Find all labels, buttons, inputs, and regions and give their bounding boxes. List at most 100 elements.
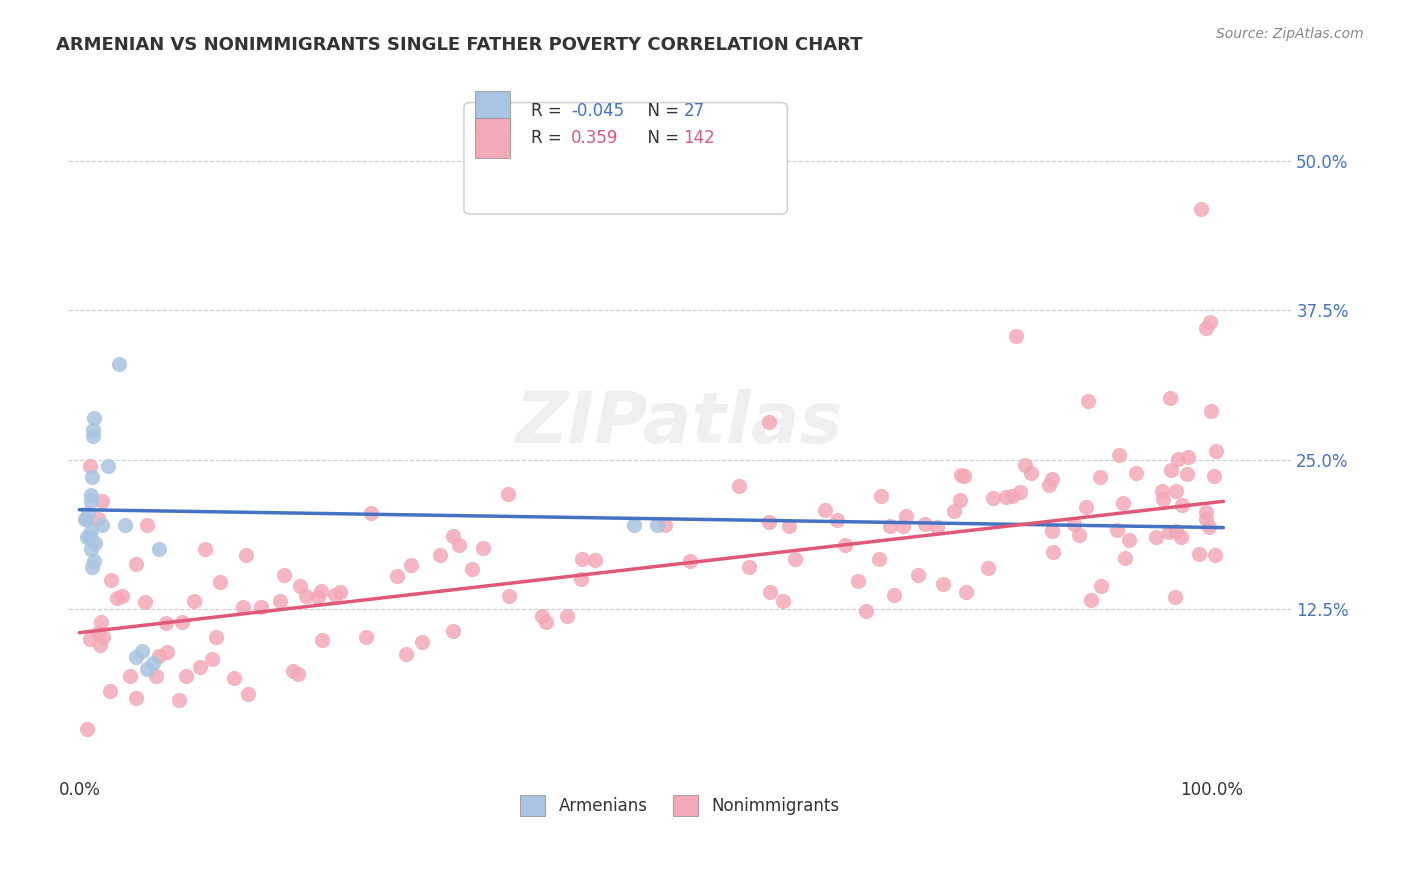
Point xyxy=(1204,468,1226,483)
Point xyxy=(1088,470,1111,484)
Point xyxy=(1199,404,1222,418)
Point xyxy=(136,661,159,675)
Point xyxy=(994,490,1017,504)
Point xyxy=(472,541,495,556)
Point xyxy=(953,469,976,483)
Point xyxy=(273,568,295,582)
Point xyxy=(84,536,107,550)
Point xyxy=(1170,530,1192,544)
Point xyxy=(235,548,257,562)
Point xyxy=(311,633,333,648)
Point xyxy=(981,491,1004,506)
Point xyxy=(654,518,676,533)
Point xyxy=(1042,545,1064,559)
Point xyxy=(1077,393,1099,408)
Point xyxy=(190,660,212,674)
Point xyxy=(232,600,254,615)
Point xyxy=(89,638,111,652)
Point xyxy=(834,538,856,552)
Point xyxy=(136,518,159,533)
Point xyxy=(329,584,352,599)
Point xyxy=(1195,321,1218,335)
Point xyxy=(1010,485,1032,500)
Point xyxy=(148,648,170,663)
Point xyxy=(395,647,418,661)
Point xyxy=(111,589,134,603)
Point xyxy=(287,667,309,681)
Point xyxy=(91,630,114,644)
Point xyxy=(224,671,246,685)
Point xyxy=(949,493,972,508)
Point xyxy=(449,538,471,552)
Point xyxy=(131,643,153,657)
Point xyxy=(868,551,890,566)
Text: N =: N = xyxy=(637,129,685,147)
Point xyxy=(385,569,408,583)
Point xyxy=(283,664,305,678)
Point xyxy=(441,529,464,543)
Point xyxy=(323,588,346,602)
Point xyxy=(1114,550,1136,565)
Point xyxy=(91,494,114,508)
Point xyxy=(79,488,101,502)
Point xyxy=(738,559,761,574)
Point xyxy=(79,524,101,538)
Point xyxy=(1167,452,1189,467)
Point xyxy=(87,511,110,525)
Point xyxy=(80,560,103,574)
Point xyxy=(498,589,520,603)
Point xyxy=(460,562,482,576)
Point xyxy=(170,615,193,630)
Point xyxy=(1164,484,1187,499)
Point xyxy=(91,518,114,533)
Point xyxy=(79,542,101,557)
Point xyxy=(76,723,98,737)
Point xyxy=(354,630,377,644)
Point xyxy=(1152,484,1174,499)
Point xyxy=(977,561,1000,575)
Point xyxy=(950,468,973,483)
Point xyxy=(531,609,554,624)
Point xyxy=(870,489,893,503)
Point xyxy=(1090,579,1112,593)
Point xyxy=(759,585,782,599)
Text: Source: ZipAtlas.com: Source: ZipAtlas.com xyxy=(1216,27,1364,41)
Point xyxy=(1112,496,1135,510)
Point xyxy=(142,656,165,670)
Point xyxy=(1125,466,1147,480)
Point xyxy=(772,594,794,608)
Point xyxy=(879,519,901,533)
Point xyxy=(205,630,228,644)
Text: ZIPatlas: ZIPatlas xyxy=(516,389,844,458)
Point xyxy=(83,410,105,425)
Point xyxy=(955,585,977,599)
Point xyxy=(555,609,578,624)
Point xyxy=(778,519,800,533)
Point xyxy=(80,470,103,484)
Point xyxy=(783,552,806,566)
Point xyxy=(145,669,167,683)
Point xyxy=(1195,505,1218,519)
Point xyxy=(1067,528,1090,542)
Point xyxy=(73,512,96,526)
Point xyxy=(569,572,592,586)
Point xyxy=(75,512,97,526)
Point xyxy=(1144,530,1167,544)
Point xyxy=(174,669,197,683)
Point xyxy=(914,517,936,532)
Point xyxy=(288,579,311,593)
Point xyxy=(1019,466,1042,480)
Point xyxy=(583,553,606,567)
Text: N =: N = xyxy=(637,103,685,120)
Point xyxy=(1038,478,1060,492)
Point xyxy=(1159,524,1181,539)
Point xyxy=(1204,548,1226,562)
Point xyxy=(311,584,333,599)
Point xyxy=(907,567,929,582)
Point xyxy=(1005,329,1028,343)
Point xyxy=(679,554,702,568)
Text: 142: 142 xyxy=(683,129,716,147)
Point xyxy=(83,554,105,568)
Point xyxy=(1205,444,1227,458)
Point xyxy=(411,635,433,649)
